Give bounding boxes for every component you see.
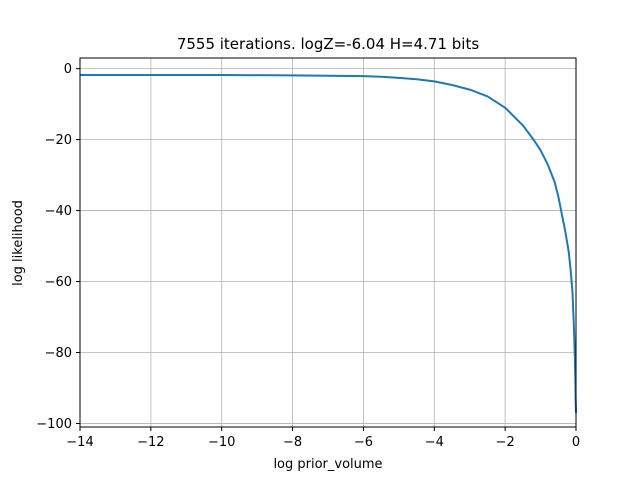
chart-title: 7555 iterations. logZ=-6.04 H=4.71 bits [177,35,480,53]
y-tick-label: −40 [45,204,72,219]
x-axis-title: log prior_volume [273,457,382,472]
x-tick-label: −8 [283,435,302,450]
x-tick-label: 0 [572,435,580,450]
data-line-layer [80,74,577,413]
y-tick-label: −20 [45,133,72,148]
plot-frame [79,57,577,428]
x-tick-label: −2 [496,435,515,450]
grid [79,58,577,427]
x-tick-label: −12 [137,435,164,450]
series-line [80,74,577,413]
y-tick-label: −100 [36,417,72,432]
ticks: −14 −12 −10 −8 −6 −4 −2 00−20−40−60−80−100 [36,62,580,450]
x-tick-label: −4 [425,435,444,450]
x-tick-label: −10 [208,435,235,450]
x-tick-label: −6 [354,435,373,450]
y-axis-title: log likelihood [11,200,26,286]
y-tick-label: −80 [45,346,72,361]
y-tick-label: 0 [64,62,72,77]
y-tick-label: −60 [45,275,72,290]
x-tick-label: −14 [66,435,93,450]
